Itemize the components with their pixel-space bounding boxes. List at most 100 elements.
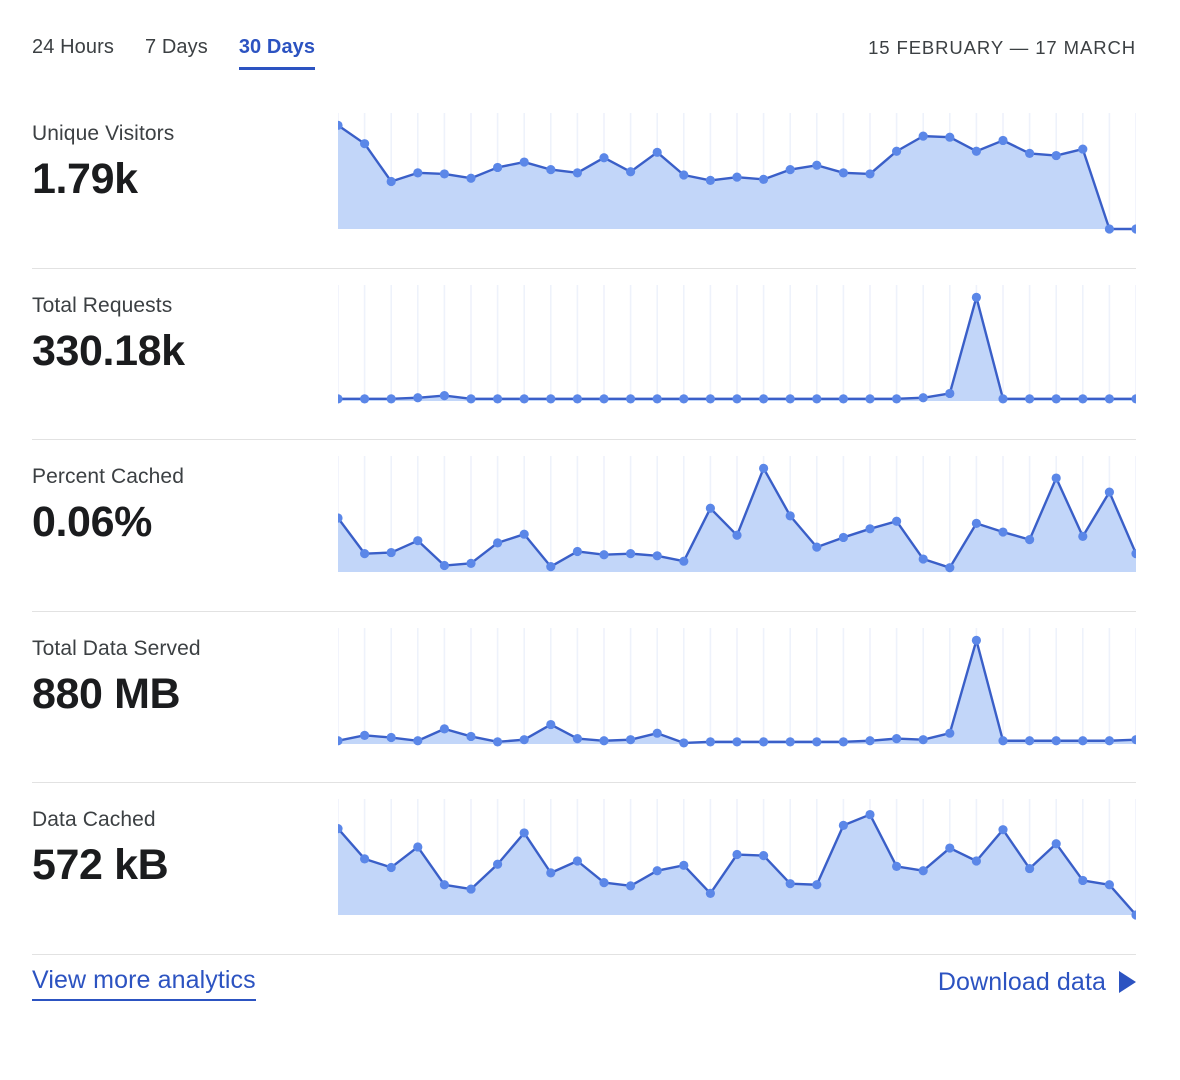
chart-data-point bbox=[1104, 393, 1114, 403]
chart-data-point bbox=[785, 393, 795, 403]
chart-data-point bbox=[572, 546, 582, 557]
chart-data-point bbox=[493, 162, 503, 173]
chart-data-point bbox=[1131, 734, 1136, 744]
chart-data-point bbox=[998, 825, 1008, 835]
chart-data-point bbox=[386, 547, 396, 558]
chart-data-point bbox=[838, 736, 848, 746]
date-range-label: 15 FEBRUARY — 17 MARCH bbox=[868, 37, 1136, 58]
chart-data-point bbox=[732, 393, 742, 403]
sparkline-chart-percent-cached[interactable] bbox=[338, 454, 1136, 586]
chart-data-point bbox=[519, 529, 529, 539]
chart-data-point bbox=[998, 393, 1008, 403]
chart-data-point bbox=[732, 530, 742, 540]
chart-data-point bbox=[599, 735, 609, 745]
metric-rows: Unique Visitors 1.79k Total Requests 330… bbox=[32, 97, 1136, 955]
chart-data-point bbox=[519, 157, 529, 167]
chart-data-point bbox=[572, 733, 582, 743]
chart-data-point bbox=[918, 392, 928, 402]
chart-data-point bbox=[626, 734, 636, 744]
chart-data-point bbox=[732, 736, 742, 746]
sparkline-chart-total-data-served[interactable] bbox=[338, 626, 1136, 758]
metric-row-unique-visitors: Unique Visitors 1.79k bbox=[32, 97, 1136, 269]
sparkline-chart-unique-visitors[interactable] bbox=[338, 111, 1136, 243]
chart-data-point bbox=[998, 527, 1008, 537]
chart-data-point bbox=[1051, 473, 1061, 483]
chart-data-point bbox=[865, 524, 875, 534]
chart-data-point bbox=[998, 735, 1008, 745]
chart-data-point bbox=[652, 728, 662, 738]
sparkline-chart-total-requests[interactable] bbox=[338, 283, 1136, 415]
chart-data-point bbox=[413, 735, 423, 745]
chart-data-point bbox=[1025, 148, 1035, 158]
chart-data-point bbox=[1131, 393, 1136, 403]
chart-data-point bbox=[971, 518, 982, 528]
chart-data-point bbox=[785, 736, 795, 746]
chart-data-point bbox=[892, 516, 902, 526]
chart-data-point bbox=[1025, 535, 1035, 545]
chart-data-point bbox=[838, 393, 848, 403]
chart-data-point bbox=[1078, 875, 1088, 886]
chart-data-point bbox=[652, 147, 662, 157]
chart-data-point bbox=[466, 173, 476, 183]
chart-data-point bbox=[338, 393, 343, 403]
download-data-link[interactable]: Download data bbox=[938, 965, 1136, 999]
chart-data-point bbox=[892, 146, 902, 156]
chart-data-point bbox=[519, 393, 529, 403]
chart-data-point bbox=[439, 560, 449, 571]
chart-data-point bbox=[679, 556, 689, 566]
chart-data-point bbox=[338, 735, 343, 745]
chart-data-point bbox=[572, 168, 582, 178]
chart-data-point bbox=[1051, 393, 1061, 403]
chart-data-point bbox=[599, 153, 609, 163]
panel-footer: View more analytics Download data bbox=[32, 963, 1136, 1013]
tab-24-hours[interactable]: 24 Hours bbox=[32, 36, 114, 58]
tab-30-days[interactable]: 30 Days bbox=[238, 34, 316, 70]
chart-data-point bbox=[759, 174, 769, 184]
chart-gridlines bbox=[338, 627, 1136, 744]
chart-data-point bbox=[1078, 144, 1088, 154]
chart-data-point bbox=[338, 824, 343, 834]
view-more-analytics-link[interactable]: View more analytics bbox=[32, 963, 256, 1001]
chart-data-point bbox=[1025, 735, 1035, 745]
chart-data-point bbox=[599, 878, 609, 888]
chart-data-point bbox=[652, 551, 662, 561]
chart-data-point bbox=[360, 393, 370, 403]
chart-data-point bbox=[1078, 393, 1088, 403]
metric-row-total-requests: Total Requests 330.18k bbox=[32, 269, 1136, 440]
chart-area-fill bbox=[338, 296, 1136, 401]
timerange-tabs: 24 Hours 7 Days 30 Days bbox=[32, 34, 316, 70]
chart-data-point bbox=[572, 393, 582, 403]
chart-data-point bbox=[918, 131, 928, 141]
chart-data-point bbox=[546, 868, 556, 878]
chart-data-point bbox=[493, 736, 503, 746]
chart-data-point bbox=[493, 538, 503, 548]
chart-data-point bbox=[1131, 224, 1136, 234]
chart-area-fill bbox=[338, 814, 1136, 915]
chart-data-point bbox=[892, 733, 902, 743]
metric-summary: Total Requests 330.18k bbox=[32, 292, 322, 377]
chart-gridlines bbox=[338, 284, 1136, 401]
metric-row-percent-cached: Percent Cached 0.06% bbox=[32, 440, 1136, 612]
sparkline-chart-data-cached[interactable] bbox=[338, 797, 1136, 929]
chart-data-point bbox=[785, 879, 795, 889]
chart-data-point bbox=[865, 169, 875, 179]
chart-data-point bbox=[1078, 735, 1088, 745]
chart-data-point bbox=[732, 849, 742, 860]
metric-label: Unique Visitors bbox=[32, 122, 175, 145]
chart-data-point bbox=[945, 388, 955, 398]
chart-data-point bbox=[386, 176, 396, 187]
chart-data-point bbox=[572, 856, 582, 866]
chart-data-point bbox=[918, 554, 928, 564]
chart-data-point bbox=[971, 856, 982, 866]
chart-data-point bbox=[1104, 487, 1114, 497]
chart-data-point bbox=[413, 842, 423, 852]
chart-data-point bbox=[360, 854, 370, 864]
chart-data-point bbox=[466, 731, 476, 741]
tab-7-days[interactable]: 7 Days bbox=[144, 36, 208, 58]
chart-data-point bbox=[546, 719, 556, 729]
chart-data-point bbox=[466, 558, 476, 568]
chart-data-point bbox=[679, 860, 689, 870]
chart-data-point bbox=[865, 735, 875, 745]
metric-label: Total Data Served bbox=[32, 636, 201, 660]
